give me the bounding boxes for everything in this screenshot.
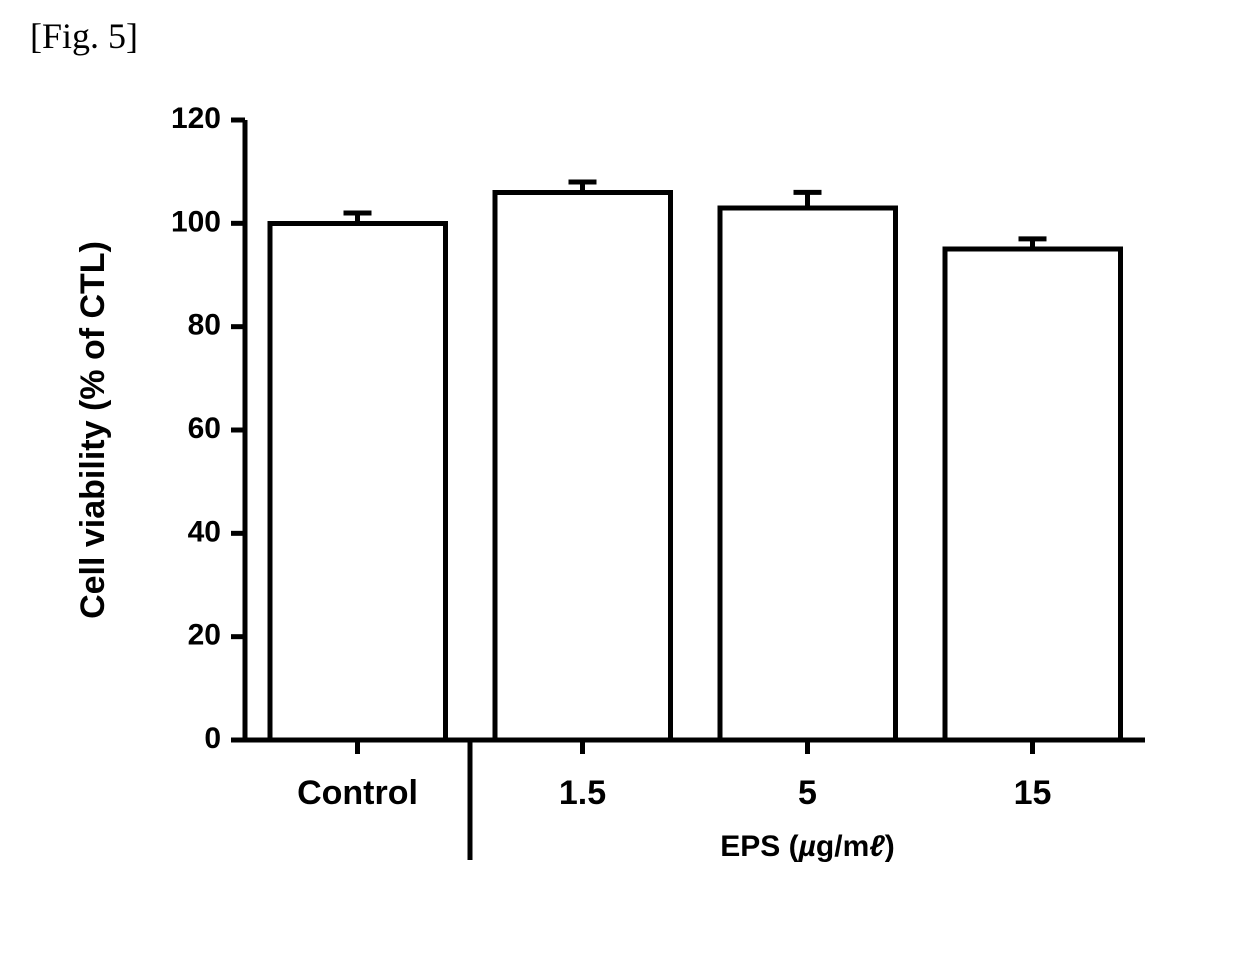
svg-text:1.5: 1.5 bbox=[559, 774, 606, 812]
svg-text:5: 5 bbox=[798, 774, 817, 812]
svg-text:120: 120 bbox=[171, 102, 221, 135]
svg-text:Cell viability (% of CTL): Cell viability (% of CTL) bbox=[74, 241, 112, 619]
svg-text:40: 40 bbox=[188, 515, 221, 548]
svg-text:20: 20 bbox=[188, 619, 221, 652]
bar-chart: 0 20 40 60 80 100 120 Cell viability (% of CTL)… bbox=[60, 90, 1180, 930]
svg-text:EPS (µg/mℓ): EPS (µg/mℓ) bbox=[720, 830, 894, 863]
figure-caption: [Fig. 5] bbox=[30, 15, 138, 57]
svg-text:100: 100 bbox=[171, 205, 221, 238]
svg-text:80: 80 bbox=[188, 309, 221, 342]
svg-text:Control: Control bbox=[297, 774, 418, 812]
svg-text:60: 60 bbox=[188, 412, 221, 445]
svg-text:0: 0 bbox=[204, 722, 221, 755]
svg-text:15: 15 bbox=[1014, 774, 1052, 812]
